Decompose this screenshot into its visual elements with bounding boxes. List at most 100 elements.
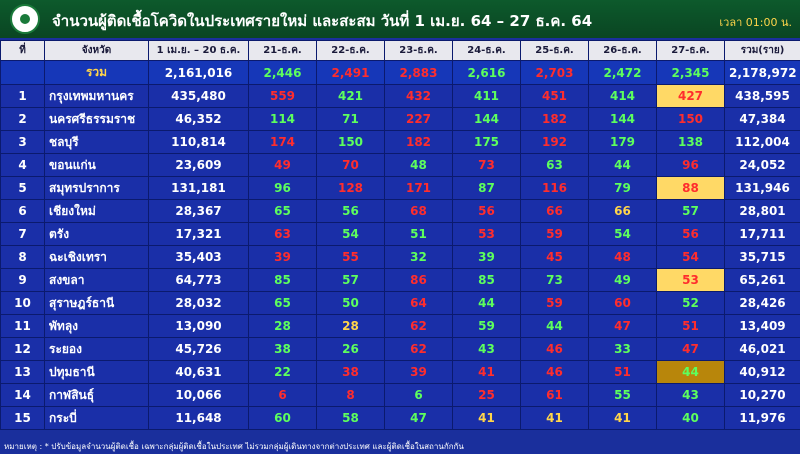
daily: 138 [656, 130, 725, 154]
base: 17,321 [148, 222, 249, 246]
rank: 3 [0, 130, 45, 154]
daily: 2,345 [656, 60, 725, 85]
column-header: 22-ธ.ค. [316, 40, 385, 61]
daily: 227 [384, 107, 453, 131]
total: 40,912 [724, 360, 800, 384]
daily: 53 [452, 222, 521, 246]
daily: 41 [520, 406, 589, 430]
cell [0, 60, 45, 85]
daily: 71 [316, 107, 385, 131]
daily: 63 [248, 222, 317, 246]
base: 23,609 [148, 153, 249, 177]
daily: 79 [588, 176, 657, 200]
daily: 49 [248, 153, 317, 177]
daily: 56 [316, 199, 385, 223]
daily: 41 [452, 406, 521, 430]
daily: 51 [384, 222, 453, 246]
daily: 2,491 [316, 60, 385, 85]
daily: 85 [452, 268, 521, 292]
daily: 38 [248, 337, 317, 361]
total: 46,021 [724, 337, 800, 361]
row: 4 ขอนแก่น 23,609 49 70 48 73 63 44 96 24,052 [0, 153, 800, 177]
daily: 144 [588, 107, 657, 131]
daily: 59 [452, 314, 521, 338]
total: 131,946 [724, 176, 800, 200]
daily: 6 [248, 383, 317, 407]
rank: 5 [0, 176, 45, 200]
daily: 52 [656, 291, 725, 315]
row: 5 สมุทรปราการ 131,181 96 128 171 87 116 79 88 131,… [0, 176, 800, 200]
daily: 63 [520, 153, 589, 177]
rank: 9 [0, 268, 45, 292]
province: ขอนแก่น [44, 153, 149, 177]
daily: 86 [384, 268, 453, 292]
column-header: ที่ [0, 40, 45, 61]
daily: 62 [384, 314, 453, 338]
daily: 38 [316, 360, 385, 384]
daily: 32 [384, 245, 453, 269]
base: 28,367 [148, 199, 249, 223]
title: จำนวนผู้ติดเชื้อโควิดในประเทศรายใหม่ และ… [52, 12, 593, 30]
daily: 28 [248, 314, 317, 338]
column-header: รวม(ราย) [724, 40, 800, 61]
daily: 39 [384, 360, 453, 384]
row: 6 เชียงใหม่ 28,367 65 56 68 56 66 66 57 28,801 [0, 199, 800, 223]
daily: 56 [452, 199, 521, 223]
province: ระยอง [44, 337, 149, 361]
rank: 7 [0, 222, 45, 246]
base: 435,480 [148, 84, 249, 108]
total: 10,270 [724, 383, 800, 407]
daily: 174 [248, 130, 317, 154]
province: พัทลุง [44, 314, 149, 338]
row: 14 กาฬสินธุ์ 10,066 6 8 6 25 61 55 43 10,270 [0, 383, 800, 407]
column-header: 21-ธ.ค. [248, 40, 317, 61]
daily: 192 [520, 130, 589, 154]
row: 2 นครศรีธรรมราช 46,352 114 71 227 144 182 144 150… [0, 107, 800, 131]
daily: 144 [452, 107, 521, 131]
logo [10, 4, 40, 34]
daily: 41 [588, 406, 657, 430]
daily: 114 [248, 107, 317, 131]
province: กาฬสินธุ์ [44, 383, 149, 407]
rank: 8 [0, 245, 45, 269]
total: 65,261 [724, 268, 800, 292]
daily: 39 [452, 245, 521, 269]
daily: 68 [384, 199, 453, 223]
column-header: จังหวัด [44, 40, 149, 61]
daily: 58 [316, 406, 385, 430]
time: เวลา 01:00 น. [719, 16, 792, 29]
daily: 66 [588, 199, 657, 223]
province: สงขลา [44, 268, 149, 292]
row: 7 ตรัง 17,321 63 54 51 53 59 54 56 17,711 [0, 222, 800, 246]
daily: 128 [316, 176, 385, 200]
daily: 2,472 [588, 60, 657, 85]
covid-table: ที่ จังหวัด 1 เม.ย. – 20 ธ.ค. 21-ธ.ค. 22-ธ.ค… [0, 40, 800, 430]
rank: 12 [0, 337, 45, 361]
daily: 60 [588, 291, 657, 315]
daily: 2,883 [384, 60, 453, 85]
daily: 59 [520, 291, 589, 315]
daily: 73 [452, 153, 521, 177]
daily: 85 [248, 268, 317, 292]
daily: 88 [656, 176, 725, 200]
daily: 46 [520, 360, 589, 384]
total: 13,409 [724, 314, 800, 338]
daily: 8 [316, 383, 385, 407]
daily: 2,446 [248, 60, 317, 85]
base: 13,090 [148, 314, 249, 338]
daily: 43 [452, 337, 521, 361]
daily: 116 [520, 176, 589, 200]
daily: 96 [248, 176, 317, 200]
base: 35,403 [148, 245, 249, 269]
daily: 54 [588, 222, 657, 246]
footnote: หมายเหตุ : * ปรับข้อมูลจำนวนผู้ติดเชื้อ … [4, 442, 464, 451]
daily: 54 [656, 245, 725, 269]
daily: 28 [316, 314, 385, 338]
base: 28,032 [148, 291, 249, 315]
total: 11,976 [724, 406, 800, 430]
total: 112,004 [724, 130, 800, 154]
daily: 48 [588, 245, 657, 269]
daily: 171 [384, 176, 453, 200]
daily: 87 [452, 176, 521, 200]
